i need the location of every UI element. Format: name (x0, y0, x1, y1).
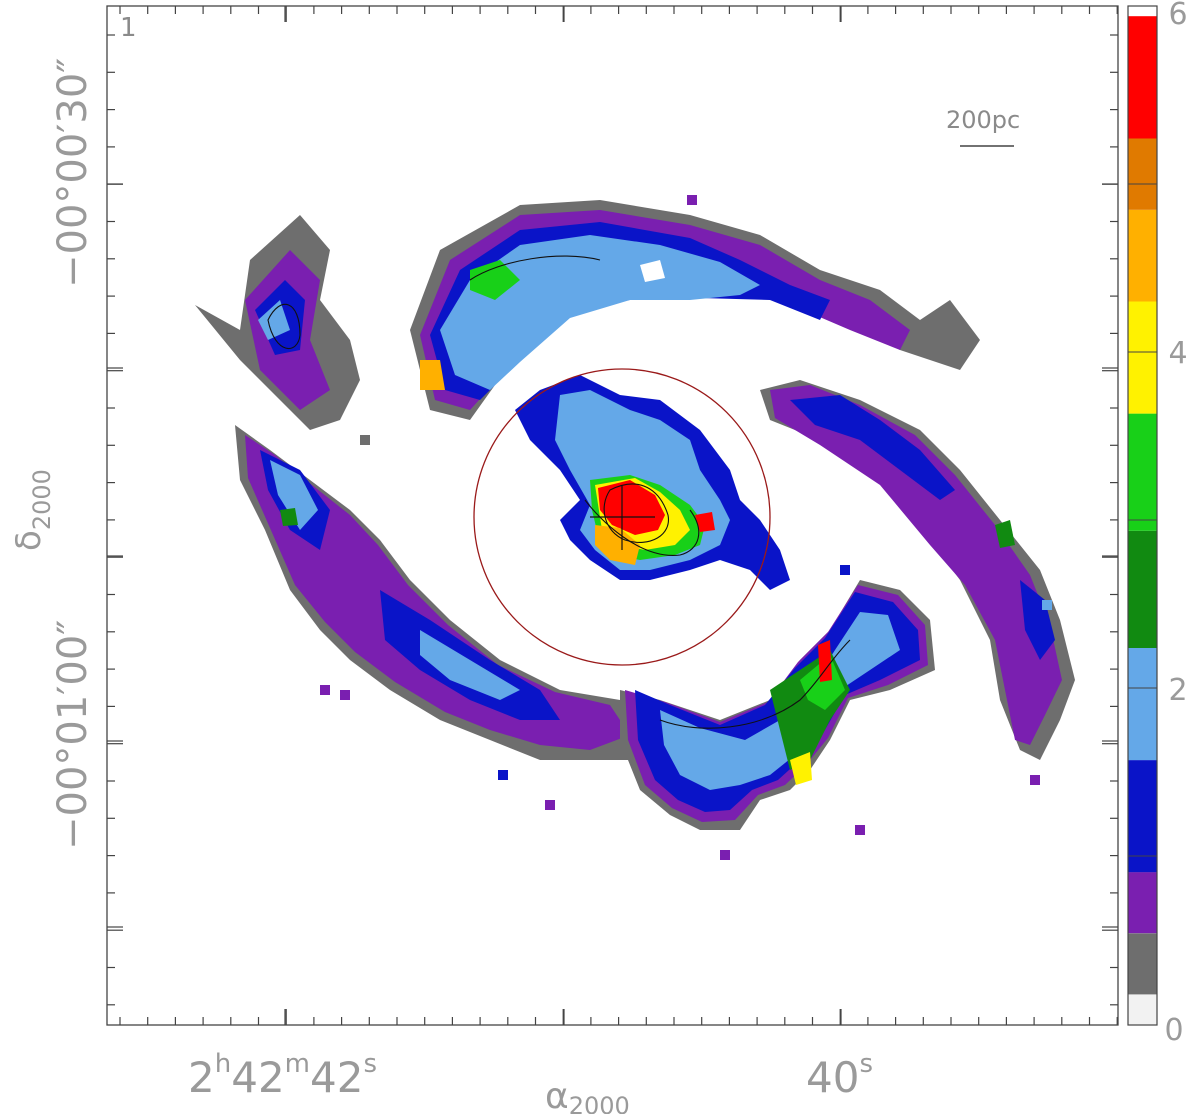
colorbar-band (1128, 648, 1157, 761)
colorbar-band (1128, 994, 1157, 1025)
map-patch (360, 435, 370, 445)
arc-bottom-lightblue (660, 612, 900, 790)
arc-bottom-green (800, 655, 845, 710)
arm-bottomleft-lightblue (270, 460, 318, 530)
colorbar-band (1128, 933, 1157, 995)
colorbar-label-2: 2 (1168, 673, 1187, 708)
arm-bottomleft-lightblue-2 (420, 630, 520, 700)
colorbar-label-4: 4 (1168, 336, 1187, 371)
map-patch (1030, 775, 1040, 785)
colorbar-band (1128, 413, 1157, 531)
contour-center-2 (584, 499, 700, 556)
bar-orange (595, 525, 640, 565)
arm-right-blue-2 (1020, 580, 1055, 660)
contour-center (603, 483, 669, 543)
colorbar (1128, 16, 1157, 1025)
xtick-label-42s: 2h42m42s (188, 1049, 377, 1102)
contour-bottom (659, 639, 851, 729)
map-patch (498, 770, 508, 780)
galaxy-ring-map (195, 195, 1075, 860)
arm-bottomleft-purple (245, 435, 630, 750)
arm-right-knot (995, 520, 1015, 548)
arm-bottomleft-knot (280, 508, 298, 526)
colorbar-label-0: 0 (1164, 1013, 1183, 1048)
colorbar-band (1128, 760, 1157, 873)
xaxis-label: α2000 (545, 1076, 630, 1114)
colorbar-band (1128, 301, 1157, 414)
xaxis-label-main: α (545, 1076, 569, 1114)
bar-red-2 (695, 512, 715, 532)
contour-left-upper (267, 303, 301, 350)
map-patch (687, 195, 697, 205)
colorbar-band (1128, 16, 1157, 139)
arc-bottom-yellow (790, 752, 812, 785)
map-patch (320, 685, 330, 695)
svg-text:δ2000: δ2000 (9, 469, 56, 551)
map-patch (720, 850, 730, 860)
arm-left-upper-lightblue (258, 300, 290, 340)
scale-bar-label: 200pc (946, 106, 1020, 134)
panel-label: 1 (120, 13, 137, 43)
arc-bottom-red (818, 640, 832, 682)
colorbar-frame (1127, 5, 1158, 1026)
map-patch (840, 565, 850, 575)
xaxis-label-sub: 2000 (569, 1092, 630, 1114)
arm-right-blue (790, 395, 955, 500)
plot-frame (106, 5, 1119, 1026)
arc-top-green (470, 260, 520, 300)
axis-ticks (107, 6, 1118, 1025)
colorbar-band (1128, 530, 1157, 648)
arc-top-hole (640, 260, 665, 282)
map-patch (340, 690, 350, 700)
colorbar-band (1128, 209, 1157, 302)
xtick-label-40s: 40s (806, 1049, 873, 1102)
contour-top (469, 255, 601, 281)
map-patch (1042, 600, 1052, 610)
ytick-label-30: −00°00′30″ (50, 58, 96, 288)
map-patch (855, 825, 865, 835)
arm-right-gray (760, 380, 1075, 760)
colorbar-band (1128, 138, 1157, 210)
yaxis-label: δ2000 (9, 469, 56, 551)
arc-top-orange (420, 360, 445, 390)
ytick-label-60: −00°01′00″ (50, 620, 96, 850)
map-patch (545, 800, 555, 810)
colorbar-band (1128, 872, 1157, 934)
yaxis-label-main: δ (9, 530, 49, 551)
colorbar-label-6: 6 (1168, 0, 1187, 32)
arc-top-lightblue (440, 235, 760, 390)
bar-red (598, 480, 665, 535)
reference-circle (473, 368, 771, 666)
yaxis-label-sub: 2000 (28, 469, 56, 530)
